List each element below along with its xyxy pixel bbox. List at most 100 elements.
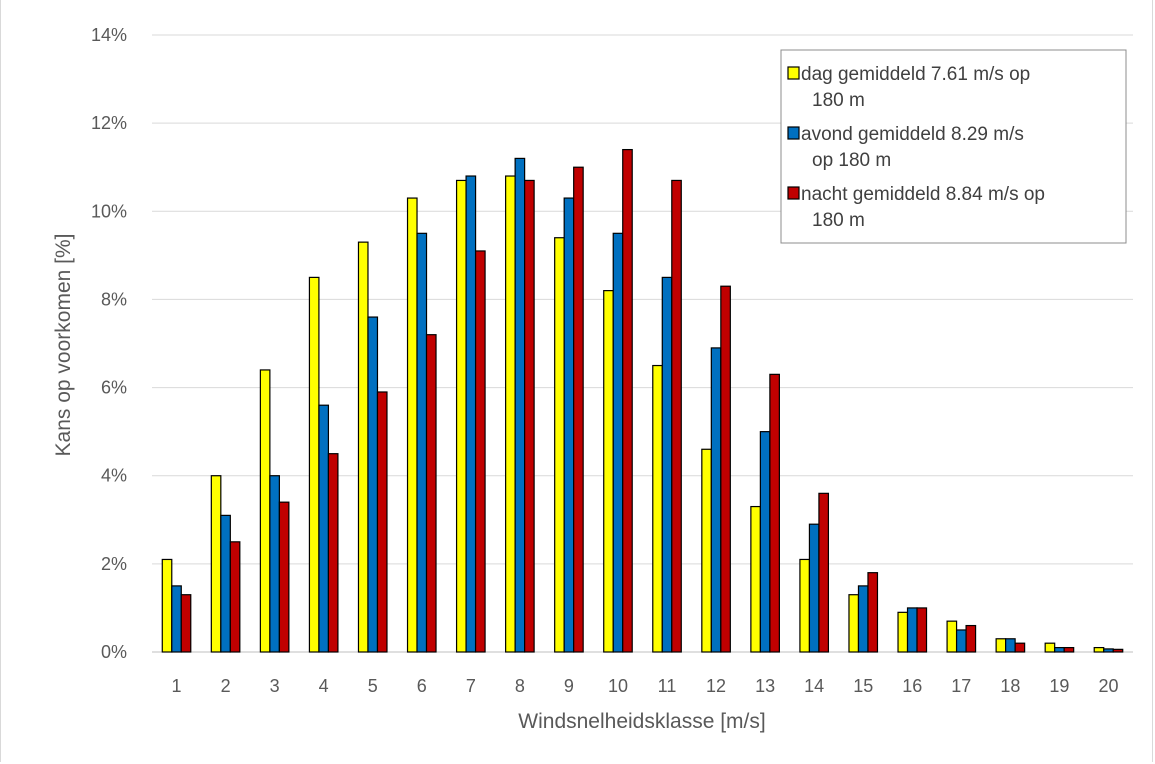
x-tick-label: 7 [466, 676, 476, 696]
bar-avond-1 [171, 585, 182, 653]
y-tick-labels: 0% 2% 4% 6% 8% 10% 12% 14% [91, 25, 127, 662]
bar-avond-4 [318, 404, 330, 653]
bar-dag-19 [1044, 642, 1056, 653]
bar-dag-20 [1093, 646, 1105, 653]
bar-dag-13 [750, 505, 761, 653]
legend-swatch [787, 126, 800, 140]
y-tick-label: 14% [91, 25, 127, 45]
y-tick-label: 6% [101, 378, 127, 398]
bar-avond-8 [514, 157, 526, 653]
x-tick-label: 5 [368, 676, 378, 696]
legend-label-cont: 180 m [812, 90, 865, 111]
legend-label: dag gemiddeld 7.61 m/s op [801, 64, 1030, 85]
bar-dag-6 [406, 197, 418, 653]
bar-nacht-4 [327, 453, 339, 653]
bar-avond-10 [612, 232, 624, 653]
bar-avond-12 [710, 347, 722, 653]
x-tick-label: 15 [853, 676, 873, 696]
gridlines [152, 34, 1133, 653]
bar-nacht-18 [1014, 642, 1026, 653]
x-tick-label: 8 [515, 676, 525, 696]
bar-avond-6 [416, 232, 428, 653]
legend-swatch [787, 66, 800, 80]
bar-dag-2 [210, 475, 222, 653]
x-tick-labels: 1 2 3 4 5 6 7 8 9 10 11 12 13 14 15 16 17 18 19 20 [172, 676, 1119, 696]
x-tick-label: 2 [221, 676, 231, 696]
bar-avond-14 [808, 523, 820, 653]
bar-nacht-12 [720, 285, 731, 653]
bar-avond-19 [1054, 646, 1065, 653]
x-tick-label: 3 [270, 676, 280, 696]
legend: dag gemiddeld 7.61 m/s op 180 m avond gemi… [780, 49, 1127, 244]
x-tick-label: 16 [902, 676, 922, 696]
bar-nacht-11 [671, 179, 682, 653]
bar-dag-11 [652, 364, 663, 653]
y-tick-label: 4% [101, 466, 127, 486]
bar-nacht-16 [916, 607, 928, 653]
x-tick-label: 10 [608, 676, 628, 696]
bar-avond-11 [661, 276, 673, 653]
bar-dag-4 [308, 276, 320, 653]
bar-nacht-17 [965, 624, 977, 653]
bar-nacht-10 [622, 148, 633, 653]
y-tick-label: 12% [91, 113, 127, 133]
bar-avond-20 [1103, 648, 1114, 653]
legend-label: nacht gemiddeld 8.84 m/s op [801, 184, 1045, 205]
bar-dag-8 [505, 175, 516, 653]
y-tick-label: 8% [101, 289, 127, 309]
bar-avond-16 [906, 607, 918, 653]
x-tick-label: 6 [417, 676, 427, 696]
bar-avond-17 [955, 629, 967, 653]
bar-nacht-8 [524, 179, 535, 653]
x-tick-label: 20 [1098, 676, 1118, 696]
bar-avond-18 [1005, 638, 1016, 653]
bar-avond-13 [759, 431, 771, 653]
bar-series [161, 148, 1124, 653]
legend-label-cont: op 180 m [812, 150, 891, 171]
bar-nacht-15 [867, 572, 879, 653]
x-tick-label: 1 [172, 676, 182, 696]
bar-nacht-14 [818, 492, 830, 653]
x-tick-label: 4 [319, 676, 329, 696]
bar-dag-16 [897, 611, 909, 653]
legend-box [780, 49, 1127, 244]
bar-avond-2 [220, 514, 231, 653]
bar-dag-1 [161, 558, 173, 653]
bar-dag-18 [995, 638, 1007, 653]
bar-dag-10 [603, 290, 614, 653]
legend-label-cont: 180 m [812, 210, 865, 231]
bar-nacht-9 [573, 166, 584, 653]
legend-label: avond gemiddeld 8.29 m/s [801, 124, 1024, 145]
bar-dag-12 [701, 448, 712, 653]
legend-swatch [787, 186, 800, 200]
x-tick-label: 13 [755, 676, 775, 696]
bar-nacht-20 [1112, 648, 1124, 653]
y-tick-label: 2% [101, 554, 127, 574]
bar-nacht-1 [180, 594, 192, 653]
bar-dag-3 [259, 369, 271, 653]
bar-avond-9 [563, 197, 575, 653]
bar-dag-17 [946, 620, 958, 653]
bar-avond-3 [269, 475, 280, 653]
bar-avond-7 [465, 175, 477, 653]
x-axis-label: Windsnelheidsklasse [m/s] [518, 710, 765, 733]
bar-dag-9 [554, 237, 565, 653]
y-tick-label: 10% [91, 201, 127, 221]
x-tick-label: 19 [1049, 676, 1069, 696]
x-tick-label: 11 [658, 676, 677, 696]
bar-nacht-5 [376, 391, 388, 653]
x-tick-label: 9 [564, 676, 574, 696]
bar-nacht-7 [474, 250, 486, 653]
bar-avond-5 [367, 316, 379, 653]
bar-dag-5 [357, 241, 369, 653]
x-tick-label: 12 [706, 676, 726, 696]
x-tick-label: 18 [1000, 676, 1020, 696]
bar-nacht-19 [1063, 646, 1075, 653]
bar-avond-15 [857, 585, 869, 653]
bar-nacht-6 [425, 334, 437, 653]
bar-dag-14 [799, 558, 811, 653]
bar-dag-7 [455, 179, 467, 653]
y-axis-label: Kans op voorkomen [%] [52, 234, 75, 457]
